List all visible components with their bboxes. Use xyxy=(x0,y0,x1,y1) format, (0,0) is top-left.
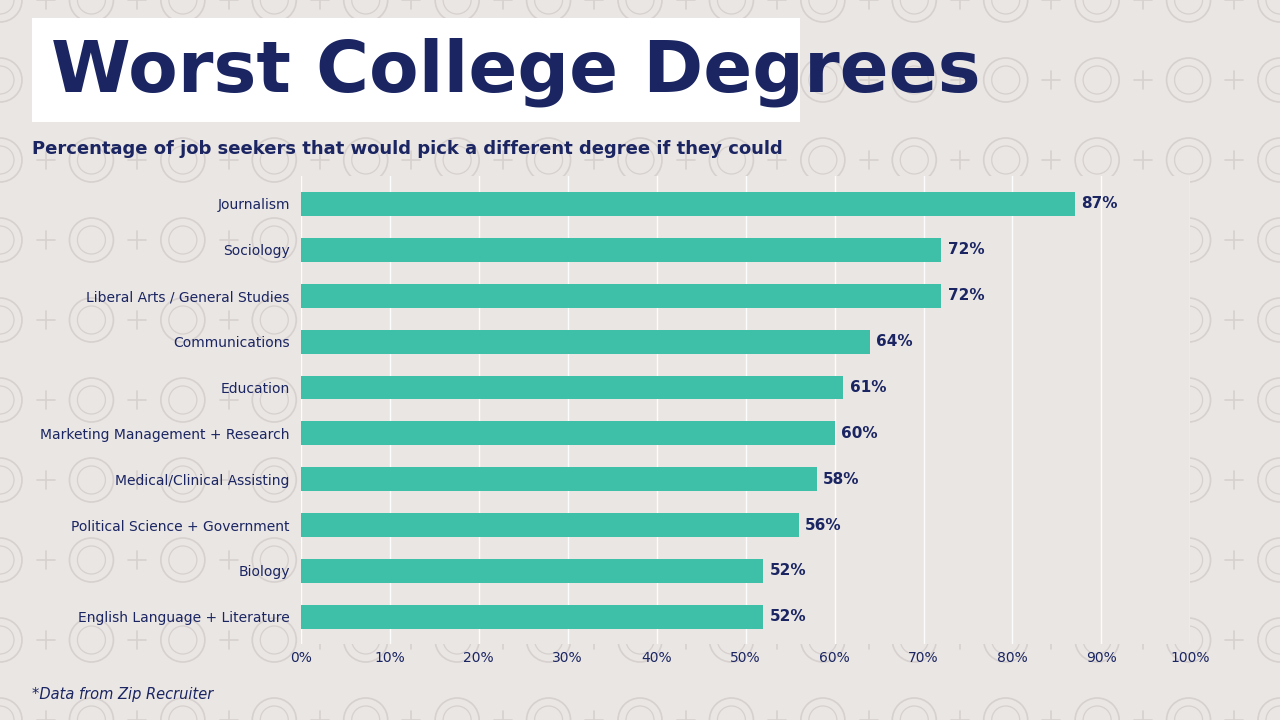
Text: 58%: 58% xyxy=(823,472,859,487)
Text: Worst College Degrees: Worst College Degrees xyxy=(51,37,980,107)
Text: 64%: 64% xyxy=(877,334,913,349)
Bar xyxy=(301,376,844,400)
Bar xyxy=(301,559,763,583)
Text: Percentage of job seekers that would pick a different degree if they could: Percentage of job seekers that would pic… xyxy=(32,140,783,158)
Bar xyxy=(301,513,799,537)
Bar xyxy=(301,467,817,491)
Bar xyxy=(301,605,763,629)
Bar xyxy=(301,238,941,262)
Bar xyxy=(301,284,941,307)
Bar xyxy=(301,192,1075,216)
Text: 72%: 72% xyxy=(947,243,984,257)
Text: 52%: 52% xyxy=(769,564,806,578)
Text: 61%: 61% xyxy=(850,380,886,395)
Text: 72%: 72% xyxy=(947,288,984,303)
Text: 87%: 87% xyxy=(1082,197,1117,212)
Text: 60%: 60% xyxy=(841,426,877,441)
Bar xyxy=(301,421,835,445)
Text: *Data from Zip Recruiter: *Data from Zip Recruiter xyxy=(32,687,214,702)
Text: 52%: 52% xyxy=(769,609,806,624)
Text: 56%: 56% xyxy=(805,518,842,533)
Bar xyxy=(301,330,870,354)
